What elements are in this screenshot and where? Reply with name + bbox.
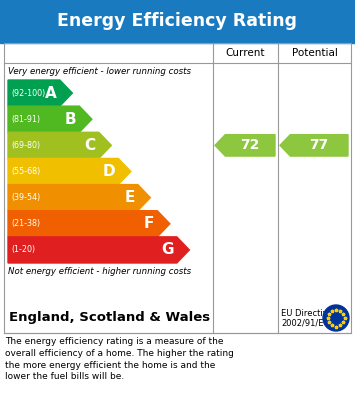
Text: Not energy efficient - higher running costs: Not energy efficient - higher running co… [8, 267, 191, 275]
Bar [0, 0, 355, 43]
Text: Current: Current [226, 48, 265, 58]
Text: 72: 72 [240, 138, 260, 152]
Text: 2002/91/EC: 2002/91/EC [281, 318, 329, 327]
Text: 77: 77 [310, 138, 329, 152]
Text: (81-91): (81-91) [11, 115, 40, 124]
Text: (39-54): (39-54) [11, 193, 40, 202]
Polygon shape [280, 135, 348, 156]
Text: A: A [45, 86, 57, 101]
Polygon shape [215, 135, 275, 156]
Text: E: E [124, 190, 135, 205]
Polygon shape [8, 237, 189, 263]
Text: (55-68): (55-68) [11, 167, 40, 176]
Text: (21-38): (21-38) [11, 219, 40, 228]
Circle shape [323, 305, 349, 331]
Text: Very energy efficient - lower running costs: Very energy efficient - lower running co… [8, 68, 191, 77]
Bar [4, 43, 351, 333]
Text: (92-100): (92-100) [11, 88, 45, 98]
Text: (69-80): (69-80) [11, 141, 40, 150]
Polygon shape [8, 158, 131, 184]
Polygon shape [8, 80, 72, 106]
Text: Potential: Potential [291, 48, 338, 58]
Text: Energy Efficiency Rating: Energy Efficiency Rating [57, 13, 297, 30]
Text: EU Directive: EU Directive [281, 308, 333, 318]
Text: B: B [65, 112, 76, 127]
Text: F: F [144, 216, 154, 231]
Text: C: C [85, 138, 96, 153]
Polygon shape [8, 211, 170, 237]
Text: The energy efficiency rating is a measure of the
overall efficiency of a home. T: The energy efficiency rating is a measur… [5, 337, 234, 382]
Text: (1-20): (1-20) [11, 245, 35, 254]
Polygon shape [8, 132, 111, 158]
Polygon shape [8, 184, 151, 211]
Polygon shape [8, 106, 92, 132]
Text: D: D [103, 164, 115, 179]
Text: England, Scotland & Wales: England, Scotland & Wales [9, 312, 210, 325]
Text: G: G [161, 243, 174, 258]
